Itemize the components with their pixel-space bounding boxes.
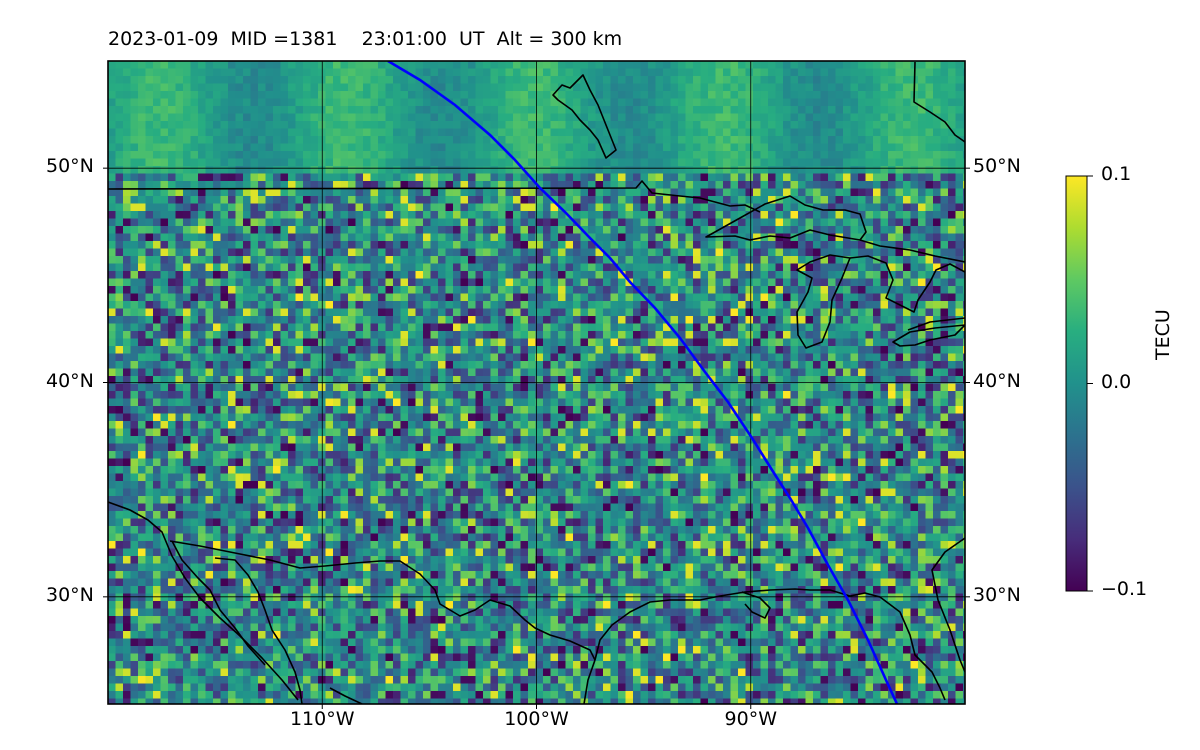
gulf-coast-mexico: [583, 659, 596, 704]
lat-tick-label-right: 50°N: [973, 155, 1021, 178]
great-lakes-shore: [859, 239, 965, 263]
colorbar-tick-label: 0.0: [1101, 370, 1132, 393]
lake-ontario: [907, 317, 965, 331]
lon-tick-label: 100°W: [504, 708, 569, 730]
lon-tick-label: 90°W: [724, 708, 777, 730]
graticule: [108, 61, 965, 704]
lake-michigan: [796, 254, 851, 349]
tec-heatmap: [108, 61, 965, 704]
lat-tick-label-left: 50°N: [46, 155, 94, 178]
mexico-mainland: [329, 687, 363, 704]
lat-tick-label-left: 40°N: [46, 369, 94, 392]
atlantic-coast: [931, 537, 965, 673]
lat-tick-label-right: 40°N: [973, 369, 1021, 392]
lake-superior: [705, 195, 867, 241]
hudson-bay-coast: [552, 74, 617, 159]
us-mexico-border: [169, 540, 596, 661]
lon-tick-label: 110°W: [289, 708, 355, 730]
satellite-track: [387, 61, 899, 704]
florida-coast: [741, 591, 771, 619]
pacific-coast: [108, 501, 299, 701]
northern-coast: [913, 61, 965, 143]
baja-peninsula: [171, 540, 266, 666]
gulf-coast: [594, 588, 946, 701]
colorbar-tick-label: −0.1: [1101, 578, 1148, 600]
lat-tick-label-left: 30°N: [46, 583, 94, 606]
colorbar: [1065, 175, 1088, 592]
us-canada-border: [108, 180, 761, 213]
map-title: 2023-01-09 MID =1381 23:01:00 UT Alt = 3…: [108, 28, 623, 50]
lat-tick-label-right: 30°N: [973, 583, 1021, 606]
colorbar-label: TECU: [1152, 309, 1174, 360]
coastlines-borders: [108, 61, 965, 704]
gulf-of-california: [214, 557, 303, 704]
colorbar-ticks: [1087, 175, 1093, 592]
colorbar-tick-label: 0.1: [1101, 163, 1132, 185]
axis-ticks: [103, 167, 970, 709]
lake-huron: [849, 255, 965, 313]
lake-erie: [892, 324, 965, 347]
